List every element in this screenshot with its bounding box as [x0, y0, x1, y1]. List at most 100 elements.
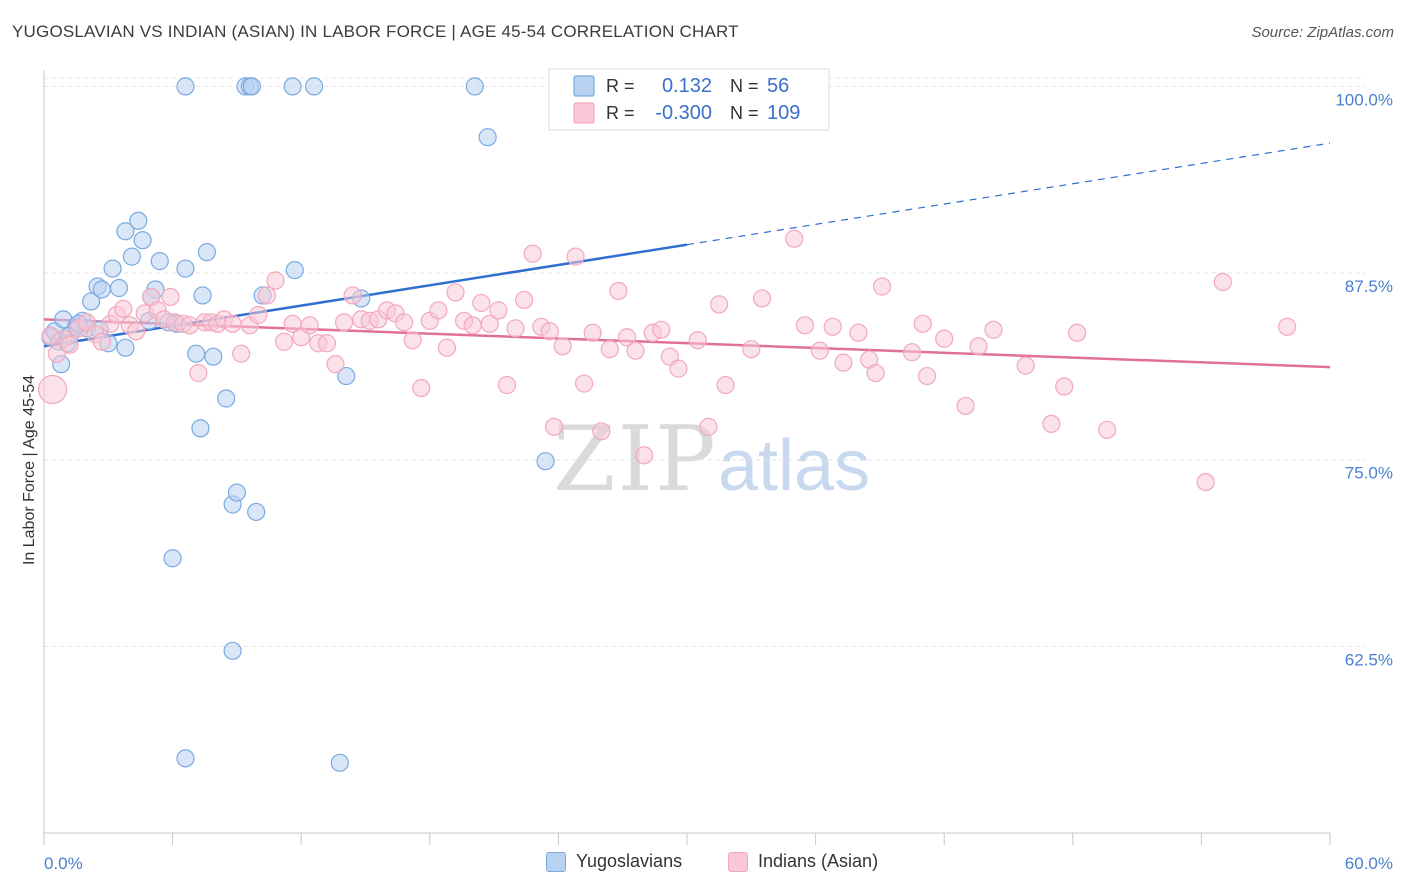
point-yugoslavians [465, 77, 484, 96]
point-indians-asian [317, 334, 337, 353]
point-indians-asian [41, 326, 60, 345]
point-indians-asian [1067, 323, 1087, 342]
point-indians-asian [60, 335, 79, 354]
legend-item-indians-asian[interactable]: Indians (Asian) [728, 851, 878, 872]
point-indians-asian [583, 323, 602, 342]
stats-swatch [573, 102, 595, 124]
point-yugoslavians [176, 77, 195, 96]
point-yugoslavians [150, 252, 169, 271]
point-indians-asian [834, 353, 853, 372]
point-indians-asian [984, 320, 1003, 339]
point-indians-asian [902, 343, 922, 362]
point-yugoslavians [227, 483, 246, 502]
point-indians-asian [523, 244, 542, 263]
point-indians-asian [652, 320, 671, 339]
point-indians-asian [1278, 317, 1297, 336]
stats-r-value: -0.300 [655, 102, 712, 124]
point-indians-asian [266, 271, 285, 290]
point-yugoslavians [187, 344, 206, 363]
point-indians-asian [232, 344, 251, 363]
point-yugoslavians [109, 278, 129, 298]
point-indians-asian [394, 313, 414, 332]
legend-label-indians-asian: Indians (Asian) [758, 851, 879, 871]
point-yugoslavians [536, 452, 555, 471]
point-indians-asian [37, 374, 68, 405]
point-indians-asian [540, 322, 559, 341]
legend-item-yugoslavians[interactable]: Yugoslavians [546, 851, 682, 872]
point-indians-asian [515, 290, 534, 310]
point-indians-asian [626, 341, 645, 360]
series-legend: Yugoslavians Indians (Asian) [0, 851, 1406, 877]
point-yugoslavians [163, 549, 182, 568]
point-indians-asian [300, 316, 319, 335]
point-indians-asian [935, 329, 954, 348]
x-tick-label: 0.0% [44, 854, 83, 873]
point-indians-asian [866, 363, 885, 383]
legend-label-yugoslavians: Yugoslavians [576, 851, 683, 871]
stats-r-value: 0.132 [662, 75, 712, 97]
point-indians-asian [566, 247, 585, 266]
point-indians-asian [917, 366, 937, 386]
trend-lines [43, 142, 1331, 369]
point-yugoslavians [247, 502, 266, 522]
point-yugoslavians [191, 419, 210, 438]
point-indians-asian [412, 378, 431, 398]
point-indians-asian [223, 314, 242, 333]
point-indians-asian [1097, 420, 1117, 439]
point-indians-asian [752, 289, 772, 308]
point-yugoslavians [204, 347, 223, 366]
point-indians-asian [669, 359, 688, 378]
point-indians-asian [969, 337, 988, 356]
point-indians-asian [127, 322, 146, 341]
point-indians-asian [343, 286, 362, 305]
point-indians-asian [480, 314, 499, 333]
legend-swatch-indians-asian [728, 851, 748, 872]
stats-n-value: 56 [767, 75, 789, 97]
point-yugoslavians [197, 243, 216, 262]
point-yugoslavians [116, 222, 135, 241]
point-indians-asian [545, 417, 564, 436]
y-tick-label: 87.5% [1345, 277, 1393, 296]
point-indians-asian [1055, 377, 1074, 396]
point-indians-asian [699, 417, 718, 436]
point-indians-asian [823, 317, 842, 336]
point-indians-asian [785, 229, 804, 248]
point-yugoslavians [122, 247, 141, 266]
point-indians-asian [489, 301, 508, 320]
point-yugoslavians [217, 389, 236, 408]
point-indians-asian [716, 375, 735, 395]
point-indians-asian [609, 281, 628, 301]
axes [43, 70, 1331, 845]
point-indians-asian [600, 340, 619, 359]
stats-r-label: R = [606, 76, 635, 96]
tick-labels: 62.5% 75.0% 87.5% 100.0% 0.0% 60.0% [44, 90, 1393, 873]
stats-n-label: N = [730, 103, 759, 123]
stats-legend-box [548, 68, 830, 131]
y-tick-label: 100.0% [1335, 90, 1393, 109]
point-yugoslavians [285, 260, 304, 280]
y-tick-label: 62.5% [1345, 650, 1393, 669]
point-yugoslavians [304, 77, 324, 96]
point-indians-asian [161, 287, 180, 307]
point-indians-asian [429, 301, 448, 320]
point-indians-asian [257, 286, 277, 305]
point-indians-asian [497, 375, 517, 395]
point-yugoslavians [478, 128, 497, 147]
stats-r-label: R = [606, 103, 635, 123]
point-yugoslavians [133, 231, 152, 250]
point-indians-asian [189, 363, 208, 383]
point-indians-asian [795, 316, 814, 335]
chart-source: Source: ZipAtlas.com [1251, 24, 1394, 41]
point-indians-asian [913, 314, 932, 333]
point-indians-asian [710, 295, 729, 314]
point-indians-asian [463, 316, 482, 335]
point-yugoslavians [92, 280, 111, 299]
point-yugoslavians [129, 211, 148, 230]
point-yugoslavians [116, 338, 135, 357]
point-yugoslavians [223, 641, 242, 660]
stats-n-label: N = [730, 76, 759, 96]
chart-title: YUGOSLAVIAN VS INDIAN (ASIAN) IN LABOR F… [12, 22, 739, 41]
point-indians-asian [114, 299, 133, 318]
point-indians-asian [1016, 356, 1035, 375]
